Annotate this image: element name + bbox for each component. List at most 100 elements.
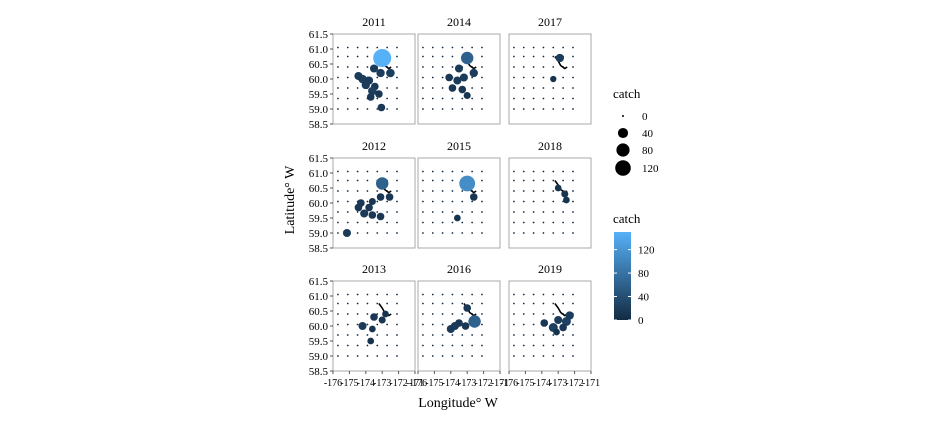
catch-point bbox=[559, 323, 567, 332]
station-point bbox=[422, 170, 424, 173]
station-point bbox=[337, 179, 339, 182]
station-point bbox=[461, 170, 464, 173]
catch-point bbox=[540, 319, 549, 327]
catch-point bbox=[368, 325, 376, 333]
station-point bbox=[471, 355, 474, 357]
station-point bbox=[376, 97, 379, 100]
color-legend-label: 0 bbox=[638, 315, 644, 327]
catch-point bbox=[382, 310, 389, 318]
catch-point bbox=[454, 64, 464, 73]
station-point bbox=[396, 323, 398, 326]
station-point bbox=[441, 323, 444, 326]
station-point bbox=[356, 170, 359, 173]
x-tick-label: -173 bbox=[458, 378, 476, 389]
station-point bbox=[337, 344, 339, 347]
color-legend-label: 120 bbox=[638, 245, 655, 257]
station-point bbox=[532, 232, 535, 234]
color-legend-title: catch bbox=[613, 211, 641, 226]
catch-point bbox=[554, 184, 562, 192]
station-point bbox=[366, 334, 369, 336]
catch-point bbox=[463, 304, 472, 312]
x-tick-label: -172 bbox=[565, 378, 583, 389]
station-point bbox=[386, 355, 389, 357]
station-point bbox=[386, 87, 389, 89]
size-legend-label: 80 bbox=[642, 145, 654, 157]
station-point bbox=[572, 55, 574, 58]
station-point bbox=[431, 344, 434, 347]
station-point bbox=[337, 76, 339, 79]
x-tick-label: -172 bbox=[389, 378, 407, 389]
station-point bbox=[366, 355, 369, 357]
station-point bbox=[532, 190, 535, 192]
station-point bbox=[562, 179, 565, 182]
station-point bbox=[562, 76, 565, 79]
station-point bbox=[346, 313, 349, 315]
station-point bbox=[513, 76, 515, 79]
station-point bbox=[522, 76, 525, 79]
station-point bbox=[481, 232, 483, 234]
y-tick-label: 58.5 bbox=[309, 243, 329, 255]
catch-point bbox=[354, 203, 363, 212]
station-point bbox=[422, 355, 424, 357]
station-point bbox=[471, 211, 474, 213]
catch-point bbox=[448, 84, 457, 92]
station-point bbox=[396, 46, 398, 49]
station-point bbox=[441, 221, 444, 224]
station-point bbox=[346, 200, 349, 203]
station-point bbox=[461, 108, 464, 110]
station-point bbox=[481, 108, 483, 110]
station-point bbox=[451, 97, 454, 100]
station-point bbox=[572, 355, 574, 357]
station-point bbox=[552, 293, 555, 296]
station-point bbox=[513, 323, 515, 326]
station-point bbox=[356, 66, 359, 68]
station-point bbox=[376, 344, 379, 347]
station-point bbox=[441, 76, 444, 79]
station-point bbox=[522, 170, 525, 173]
station-point bbox=[522, 179, 525, 182]
y-tick-label: 60.0 bbox=[309, 74, 329, 86]
catch-point bbox=[378, 316, 386, 324]
station-point bbox=[552, 46, 555, 49]
station-point bbox=[461, 221, 464, 224]
x-axis-label: Longitude° W bbox=[418, 396, 498, 411]
station-point bbox=[441, 313, 444, 315]
station-point bbox=[461, 313, 464, 315]
size-legend-label: 40 bbox=[642, 128, 654, 140]
station-point bbox=[532, 108, 535, 110]
station-point bbox=[461, 293, 464, 296]
station-point bbox=[376, 302, 379, 305]
station-point bbox=[552, 355, 555, 357]
station-point bbox=[532, 55, 535, 58]
station-point bbox=[451, 108, 454, 110]
catch-point bbox=[461, 322, 470, 330]
station-point bbox=[532, 293, 535, 296]
station-point bbox=[346, 55, 349, 58]
station-point bbox=[552, 200, 555, 203]
station-point bbox=[451, 221, 454, 224]
station-point bbox=[542, 179, 545, 182]
y-tick-label: 61.5 bbox=[309, 276, 329, 288]
station-point bbox=[346, 355, 349, 357]
station-point bbox=[461, 355, 464, 357]
station-point bbox=[346, 334, 349, 336]
station-point bbox=[513, 170, 515, 173]
station-point bbox=[366, 108, 369, 110]
station-point bbox=[451, 55, 454, 58]
station-point bbox=[346, 179, 349, 182]
station-point bbox=[542, 200, 545, 203]
station-point bbox=[431, 97, 434, 100]
station-point bbox=[572, 293, 574, 296]
station-point bbox=[337, 66, 339, 68]
station-point bbox=[572, 179, 574, 182]
y-tick-label: 61.5 bbox=[309, 29, 329, 41]
station-point bbox=[337, 313, 339, 315]
facet-title: 2016 bbox=[447, 262, 471, 276]
station-point bbox=[461, 302, 464, 305]
station-point bbox=[346, 344, 349, 347]
station-point bbox=[451, 344, 454, 347]
station-point bbox=[471, 334, 474, 336]
station-point bbox=[532, 46, 535, 49]
station-point bbox=[572, 66, 574, 68]
station-point bbox=[356, 108, 359, 110]
